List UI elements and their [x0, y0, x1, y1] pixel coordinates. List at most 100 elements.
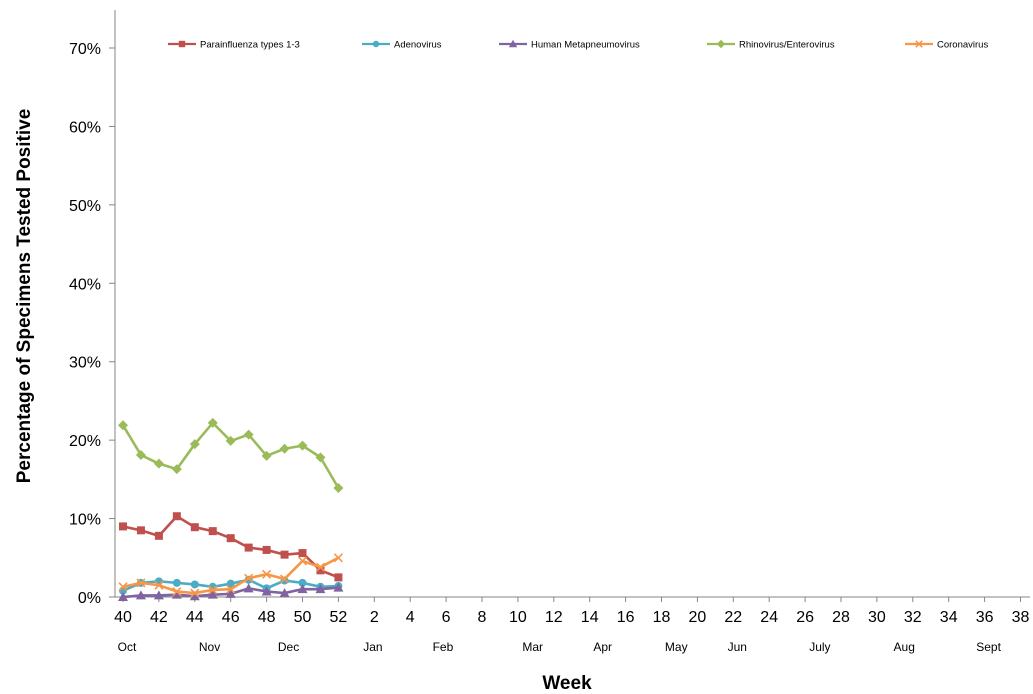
legend-label: Human Metapneumovirus — [531, 40, 640, 51]
series-line — [121, 421, 340, 489]
data-point — [154, 531, 163, 540]
month-label: Nov — [199, 640, 220, 654]
data-point — [315, 562, 326, 572]
legend-item: Parainfluenza types 1-3 — [168, 40, 300, 51]
data-point — [333, 582, 344, 592]
x-tick-label: 36 — [976, 609, 994, 626]
x-tick-label: 24 — [760, 609, 778, 626]
data-point — [171, 464, 182, 475]
data-point — [279, 443, 290, 454]
plot-area — [114, 10, 1030, 598]
data-point — [190, 588, 200, 598]
y-tick-label: 60% — [69, 119, 101, 136]
series-rhinovirus-enterovirus — [118, 417, 344, 493]
data-point — [243, 429, 254, 440]
x-tick-label: 30 — [868, 609, 886, 626]
data-point — [243, 583, 254, 593]
y-tick-label: 70% — [69, 41, 101, 58]
y-tick-label: 0% — [78, 590, 101, 607]
data-point — [315, 584, 326, 594]
legend-item: Adenovirus — [362, 40, 442, 51]
x-tick-label: 20 — [689, 609, 707, 626]
x-tick-label: 2 — [370, 609, 379, 626]
x-tick-label: 26 — [796, 609, 814, 626]
data-point — [226, 584, 236, 594]
legend-item: Coronavirus — [905, 40, 988, 51]
y-tick-label: 30% — [69, 355, 101, 372]
data-point — [508, 39, 518, 48]
month-label: Oct — [118, 640, 137, 654]
data-point — [244, 543, 253, 552]
y-tick-label: 50% — [69, 198, 101, 215]
data-point — [226, 534, 235, 543]
data-point — [118, 592, 128, 601]
x-tick-label: 22 — [724, 609, 742, 626]
data-point — [172, 578, 181, 587]
month-label: Jan — [363, 640, 382, 654]
data-point — [226, 579, 235, 588]
data-point — [279, 574, 290, 584]
data-point — [297, 440, 308, 451]
x-tick-label: 50 — [294, 609, 312, 626]
x-axis-title: Week — [542, 673, 592, 694]
data-point — [280, 550, 289, 559]
month-label: Aug — [894, 640, 915, 654]
x-tick-label: 52 — [330, 609, 348, 626]
legend-item: Human Metapneumovirus — [499, 40, 640, 51]
data-point — [261, 450, 272, 461]
data-point — [315, 452, 326, 463]
data-point — [208, 585, 218, 595]
x-tick-label: 10 — [509, 609, 527, 626]
data-point — [118, 582, 128, 592]
x-axis-ticks: 40 42 44 46 48 50 52 2 4 6 8 10 12 14 16 18 20 22 24 26 28 30… — [114, 597, 1030, 626]
data-point — [136, 526, 145, 535]
legend-label: Rhinovirus/Enterovirus — [739, 40, 835, 51]
x-tick-label: 14 — [581, 609, 599, 626]
data-point — [915, 40, 923, 48]
y-axis-ticks: 0% 10% 20% 30% 40% 50% 60% 70% — [69, 41, 115, 607]
x-tick-label: 4 — [406, 609, 415, 626]
data-point — [262, 569, 272, 579]
data-point — [189, 439, 200, 450]
data-point — [297, 556, 308, 566]
month-label: Apr — [593, 640, 612, 654]
data-point — [716, 39, 726, 49]
data-point — [153, 458, 164, 469]
data-point — [333, 482, 344, 493]
month-label: Jun — [728, 640, 747, 654]
data-point — [225, 588, 236, 598]
data-point — [189, 591, 200, 601]
legend-label: Adenovirus — [394, 40, 442, 51]
data-point — [225, 435, 236, 446]
data-point — [154, 580, 164, 590]
data-point — [172, 512, 181, 521]
series-human-metapneumovirus — [118, 582, 344, 601]
series-line — [122, 514, 339, 579]
month-label: Mar — [522, 640, 543, 654]
data-point — [261, 586, 272, 596]
data-point — [190, 580, 199, 589]
series-coronavirus — [118, 553, 343, 598]
data-point — [208, 527, 217, 536]
month-label: May — [665, 640, 688, 654]
legend-label: Parainfluenza types 1-3 — [200, 40, 300, 51]
month-label: Feb — [433, 640, 454, 654]
data-point — [190, 523, 199, 532]
x-tick-label: 16 — [617, 609, 635, 626]
data-point — [178, 40, 186, 48]
data-point — [298, 549, 307, 558]
x-tick-label: 48 — [258, 609, 276, 626]
month-labels: Oct Nov Dec Jan Feb Mar Apr May Jun July Aug Sept — [118, 640, 1002, 654]
x-tick-label: 44 — [186, 609, 204, 626]
y-axis-title: Percentage of Specimens Tested Positive — [14, 109, 35, 484]
data-point — [334, 573, 343, 582]
series-parainfluenza-types-1-3 — [119, 512, 343, 582]
month-label: July — [809, 640, 830, 654]
y-tick-label: 10% — [69, 512, 101, 529]
data-point — [153, 590, 164, 600]
x-tick-label: 42 — [150, 609, 168, 626]
data-point — [298, 578, 307, 587]
data-point — [171, 589, 182, 599]
data-point — [262, 545, 271, 554]
